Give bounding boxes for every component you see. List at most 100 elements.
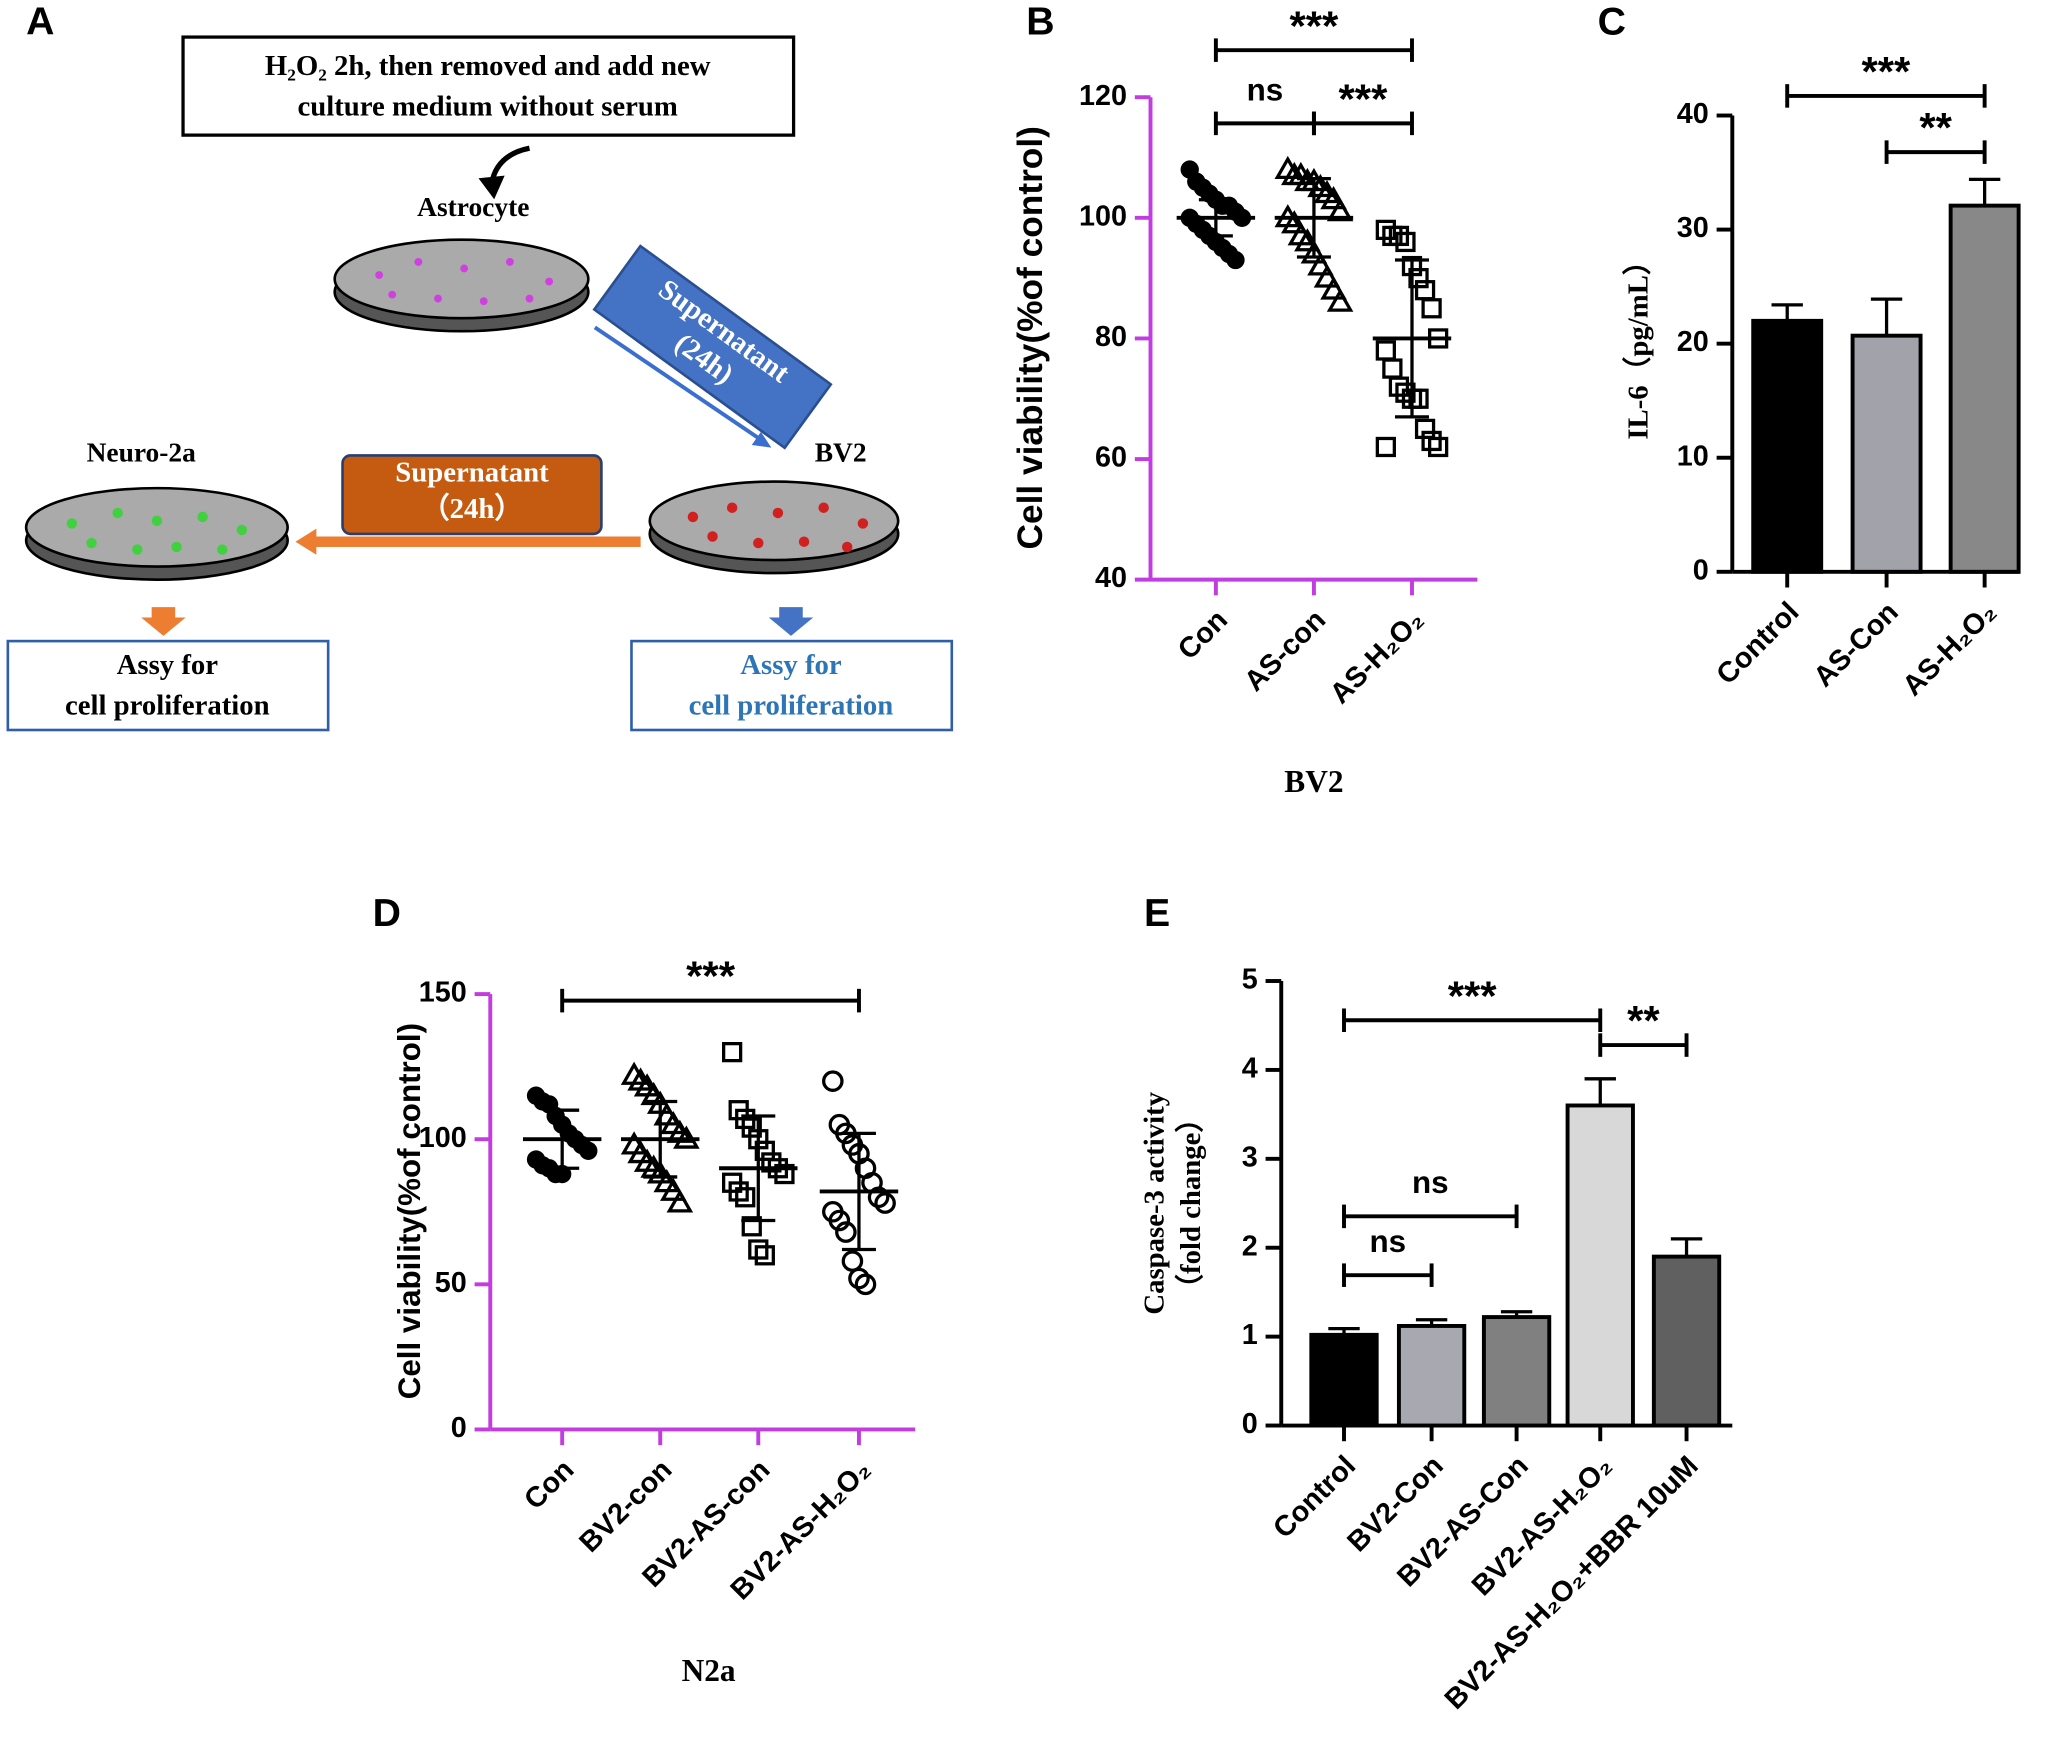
point [841, 1250, 864, 1272]
significance-label: ** [1919, 104, 1952, 151]
point [1320, 276, 1347, 300]
y-tick-label: 60 [1095, 442, 1127, 474]
panel-letter: B [1026, 0, 1054, 43]
point [1300, 240, 1328, 264]
point [1326, 288, 1354, 312]
point [848, 1267, 870, 1290]
arrow-head [478, 175, 505, 200]
panel-letter: E [1144, 891, 1170, 935]
top-box-text: H₂O₂ 2h, then removed and add new [265, 50, 711, 82]
y-tick-label: 0 [1242, 1408, 1258, 1440]
point [1375, 340, 1396, 361]
box-text: Assy for [740, 649, 842, 681]
significance-label: *** [1448, 972, 1498, 1019]
y-axis-label: Cell viability(%of control) [392, 1023, 427, 1399]
point [1281, 210, 1308, 234]
point [666, 1189, 694, 1213]
y-tick-label: 5 [1242, 964, 1258, 996]
y-tick-label: 40 [1095, 562, 1127, 594]
point [1388, 376, 1410, 397]
point [735, 1187, 756, 1208]
point [1408, 388, 1429, 409]
box-text: cell proliferation [65, 689, 270, 721]
arrow [593, 325, 766, 444]
panel-letter: D [373, 891, 401, 935]
point [1414, 280, 1436, 301]
x-axis-title: N2a [682, 1653, 736, 1688]
point [1375, 436, 1396, 458]
y-tick-label: 40 [1677, 98, 1709, 130]
y-tick-label: 150 [419, 977, 467, 1009]
label: BV2 [815, 438, 867, 468]
point [1382, 358, 1403, 379]
significance-label: ns [1369, 1224, 1406, 1259]
bar [1309, 1332, 1379, 1428]
significance-label: *** [1290, 2, 1340, 49]
down-arrow [768, 607, 814, 636]
point [822, 1070, 844, 1092]
x-axis-title: BV2 [1284, 764, 1343, 799]
down-arrow [141, 607, 186, 636]
x-tick-label: AS-Con [1808, 596, 1905, 693]
bar [1948, 203, 2021, 574]
significance-label: ns [1412, 1165, 1449, 1200]
blue-arrow-box: Supernatant (24h) [592, 244, 833, 450]
point [1313, 264, 1341, 288]
bar [1565, 1103, 1635, 1428]
x-tick-label: Con [1172, 604, 1234, 666]
panel-letter: C [1598, 0, 1626, 43]
x-tick-label: Con [518, 1454, 580, 1516]
point [1226, 250, 1245, 270]
y-tick-label: 30 [1677, 212, 1709, 244]
point [1388, 225, 1410, 247]
point [835, 1221, 857, 1243]
arrow-head [751, 431, 772, 448]
point [748, 1239, 769, 1260]
y-axis-label: （fold change） [1174, 1104, 1207, 1303]
significance-label: *** [686, 953, 736, 1000]
point [579, 1141, 598, 1160]
arrow [313, 536, 641, 547]
panel-letter: A [26, 0, 54, 43]
top-box-text: culture medium without serum [297, 91, 677, 123]
box-text: （24h） [421, 492, 523, 525]
point [754, 1140, 775, 1161]
point [741, 1216, 762, 1237]
point [722, 1042, 743, 1063]
point [1395, 382, 1416, 403]
y-axis-label: Cell viability(%of control) [1011, 126, 1050, 549]
bar [1396, 1323, 1467, 1428]
box-text: cell proliferation [689, 689, 894, 721]
significance-label: ** [1627, 997, 1660, 1044]
significance-label: *** [1861, 48, 1911, 95]
y-tick-label: 20 [1677, 326, 1709, 358]
point [728, 1181, 749, 1202]
point [1421, 298, 1442, 319]
point [1320, 185, 1347, 210]
bar [1850, 333, 1923, 574]
point [754, 1245, 775, 1266]
point [1428, 436, 1449, 458]
cells [687, 502, 869, 553]
point [867, 1186, 890, 1209]
point [1421, 430, 1442, 452]
y-axis-label: IL-6（pg/mL） [1621, 246, 1654, 439]
label: Neuro-2a [87, 438, 197, 468]
cells [375, 258, 554, 306]
point [1307, 252, 1334, 276]
point [1408, 267, 1429, 289]
point [1395, 231, 1416, 253]
y-tick-label: 3 [1242, 1141, 1258, 1173]
point [874, 1192, 896, 1214]
y-tick-label: 2 [1242, 1230, 1258, 1262]
diagram-a: A H₂O₂ 2h, then removed and add new cult… [6, 0, 954, 732]
y-axis-label: Caspase-3 activity [1139, 1091, 1171, 1314]
x-tick-label: AS-H₂O₂ [1897, 596, 2003, 702]
x-tick-label: AS-con [1238, 604, 1332, 698]
result-box [630, 639, 954, 732]
bar [1481, 1315, 1552, 1428]
box-text: Supernatant [395, 457, 549, 489]
y-tick-label: 80 [1095, 321, 1127, 353]
label: Astrocyte [417, 192, 529, 222]
